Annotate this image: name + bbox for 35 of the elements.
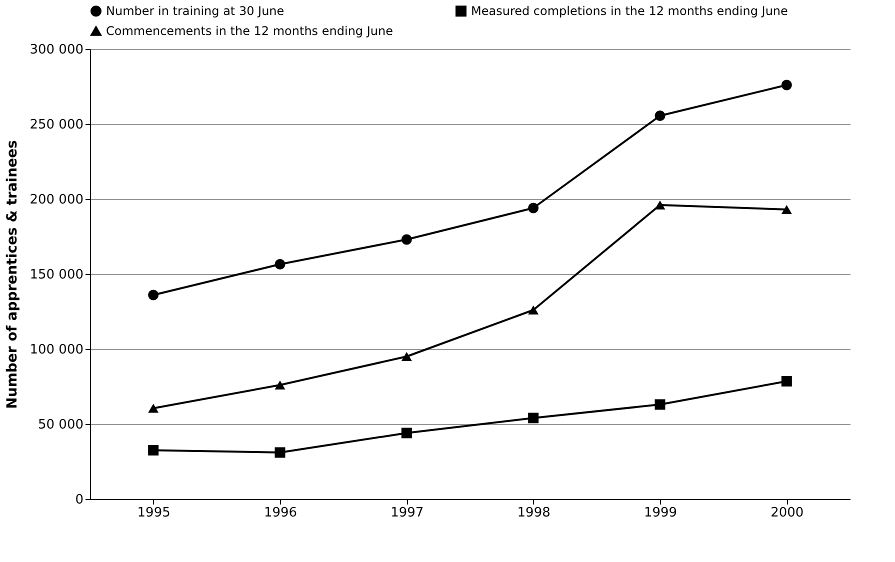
- y-tick-label: 200 000: [30, 192, 84, 208]
- point: [781, 376, 792, 386]
- point: [654, 110, 666, 121]
- x-tick-label: 1997: [390, 506, 424, 520]
- point: [274, 380, 286, 390]
- legend-label: Measured completions in the 12 months ending June: [471, 4, 788, 18]
- y-axis-title: Number of apprentices & trainees: [4, 140, 21, 409]
- point: [274, 447, 286, 458]
- point: [148, 445, 159, 456]
- y-tick-label: 0: [75, 492, 84, 508]
- point: [148, 290, 159, 300]
- point: [654, 399, 666, 410]
- point: [781, 204, 792, 214]
- point: [528, 412, 539, 424]
- x-tick-label: 2000: [770, 506, 804, 520]
- point: [274, 259, 286, 270]
- y-tick-label: 50 000: [38, 418, 84, 432]
- point: [401, 428, 412, 438]
- legend-label: Number in training at 30 June: [106, 4, 284, 18]
- point: [401, 234, 412, 245]
- point: [401, 352, 412, 362]
- y-tick-label: 150 000: [30, 268, 84, 282]
- x-tick-label: 1996: [264, 506, 298, 520]
- point: [528, 202, 539, 214]
- point: [148, 404, 159, 413]
- y-tick-label: 100 000: [30, 342, 84, 358]
- y-tick-label: 250 000: [30, 118, 84, 132]
- x-tick-label: 1998: [517, 506, 550, 520]
- point: [781, 80, 792, 90]
- legend-label: Commencements in the 12 months ending June: [106, 24, 393, 38]
- point: [528, 305, 539, 315]
- point: [654, 200, 666, 210]
- x-tick-label: 1995: [137, 506, 170, 520]
- y-tick-label: 300 000: [30, 42, 84, 58]
- x-tick-label: 1999: [644, 506, 678, 520]
